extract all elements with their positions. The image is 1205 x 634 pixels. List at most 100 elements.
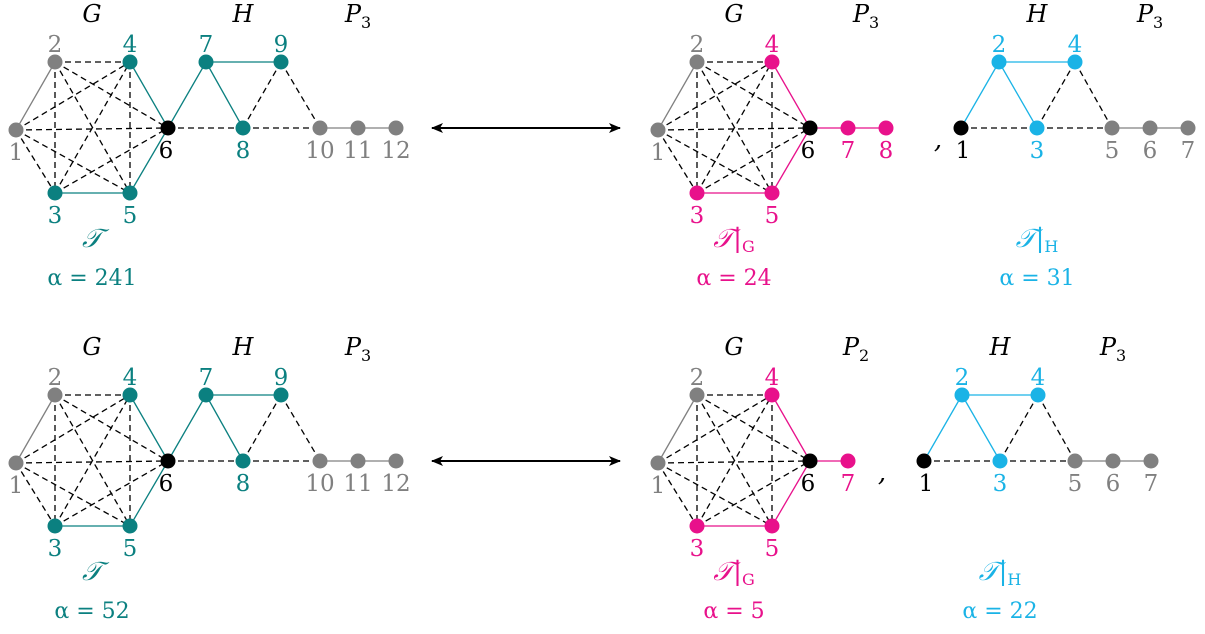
set-header-0-main: G [82, 0, 101, 28]
set-header-2: P3 [344, 333, 371, 365]
edge-n5-n6 [771, 127, 811, 194]
restriction-caption-g: 𝒯|G [713, 224, 754, 256]
vertex-n3 [47, 185, 63, 201]
edge-n1-n4 [657, 394, 773, 464]
set-header-2-sub: 3 [361, 13, 371, 32]
vertex-label-10: 10 [305, 138, 334, 164]
edge-n2-n3 [998, 61, 1038, 129]
vertex-n5 [122, 518, 138, 534]
set-header-0-main: H [989, 333, 1012, 361]
vertex-label-3: 3 [48, 203, 63, 229]
edge-n1-n5 [15, 462, 131, 527]
vertex-label-4: 4 [765, 365, 780, 391]
vertex-n8 [878, 120, 894, 136]
edge-n3-n4 [696, 394, 773, 527]
decomposition-caption: 𝒯 [82, 557, 110, 587]
vertex-label-12: 12 [381, 471, 410, 497]
vertex-n1 [916, 453, 932, 469]
edge-n4-n6 [129, 394, 169, 462]
vertex-label-5: 5 [1068, 471, 1083, 497]
edge-n1-n2 [15, 61, 56, 131]
edge-n9-n8 [242, 61, 282, 129]
edge-n1-n3 [657, 129, 698, 194]
vertex-label-7: 7 [841, 471, 856, 497]
restriction-caption-h: 𝒯|H [979, 557, 1022, 589]
set-header-0: G [724, 333, 743, 361]
vertex-label-5: 5 [1105, 138, 1120, 164]
vertex-label-1: 1 [651, 140, 666, 166]
restriction-caption-g: 𝒯|G [713, 557, 754, 589]
set-header-1-main: P [1136, 0, 1154, 28]
set-header-1: P3 [1099, 333, 1126, 365]
edge-n5-n6 [129, 460, 169, 527]
set-header-0-main: G [724, 0, 743, 28]
alpha-value: α = 52 [54, 599, 129, 624]
vertex-label-7: 7 [1144, 471, 1159, 497]
edge-n1-n5 [657, 462, 773, 527]
vertex-n10 [312, 453, 328, 469]
vertex-label-4: 4 [1068, 32, 1083, 58]
vertex-n5 [1067, 453, 1083, 469]
restriction-caption-g-sub: G [742, 237, 755, 256]
edge-n4-n5 [1074, 61, 1113, 129]
set-header-1-main: P [842, 333, 860, 361]
separator-comma: , [878, 458, 886, 488]
vertex-n2 [991, 54, 1007, 70]
set-header-0: G [82, 0, 101, 28]
vertex-n6 [1105, 453, 1121, 469]
edge-n1-n3 [15, 462, 56, 527]
set-header-0: H [1026, 0, 1049, 28]
edge-n9-n10 [280, 394, 321, 462]
vertex-label-6: 6 [159, 138, 174, 164]
edge-n3-n6 [696, 460, 811, 527]
decomposition-caption-symbol: 𝒯 [82, 557, 110, 587]
separator-comma: , [934, 125, 942, 155]
vertex-n2 [689, 387, 705, 403]
vertex-label-2: 2 [690, 365, 705, 391]
vertex-n5 [122, 185, 138, 201]
alpha-value: α = 5 [703, 599, 764, 624]
vertex-label-1: 1 [919, 471, 934, 497]
vertex-label-5: 5 [765, 536, 780, 562]
set-header-1: P3 [1136, 0, 1163, 32]
restriction-caption-g-symbol: 𝒯| [713, 224, 742, 254]
vertex-label-4: 4 [1031, 365, 1046, 391]
alpha-value: α = 31 [999, 266, 1074, 291]
vertex-label-3: 3 [48, 536, 63, 562]
vertex-n6 [160, 453, 176, 469]
vertex-label-11: 11 [343, 471, 372, 497]
vertex-n8 [235, 120, 251, 136]
vertex-label-11: 11 [343, 138, 372, 164]
edge-n1-n6 [657, 127, 811, 131]
edge-n1-n4 [15, 394, 131, 464]
vertex-label-8: 8 [236, 471, 251, 497]
vertex-n4 [764, 387, 780, 403]
vertex-n3 [992, 453, 1008, 469]
vertex-n7 [1143, 453, 1159, 469]
edge-n4-n3 [1036, 61, 1076, 129]
vertex-label-6: 6 [801, 138, 816, 164]
vertex-label-4: 4 [765, 32, 780, 58]
set-header-0-main: G [82, 333, 101, 361]
vertex-label-3: 3 [1030, 138, 1045, 164]
set-header-1: H [232, 333, 255, 361]
set-header-1-main: H [232, 333, 255, 361]
vertex-n1 [8, 455, 24, 471]
alpha-value: α = 241 [47, 266, 136, 291]
vertex-label-12: 12 [381, 138, 410, 164]
vertex-n12 [388, 453, 404, 469]
set-header-2-main: P [344, 0, 362, 28]
edge-n7-n8 [205, 61, 244, 129]
vertex-n8 [235, 453, 251, 469]
edge-n1-n5 [15, 129, 131, 194]
vertex-label-7: 7 [1181, 138, 1196, 164]
edge-n1-n5 [657, 129, 773, 194]
vertex-n2 [689, 54, 705, 70]
edge-n1-n2 [960, 61, 1000, 129]
vertex-n4 [764, 54, 780, 70]
restriction-caption-h-symbol: 𝒯| [979, 557, 1008, 587]
set-header-1: P2 [842, 333, 869, 365]
